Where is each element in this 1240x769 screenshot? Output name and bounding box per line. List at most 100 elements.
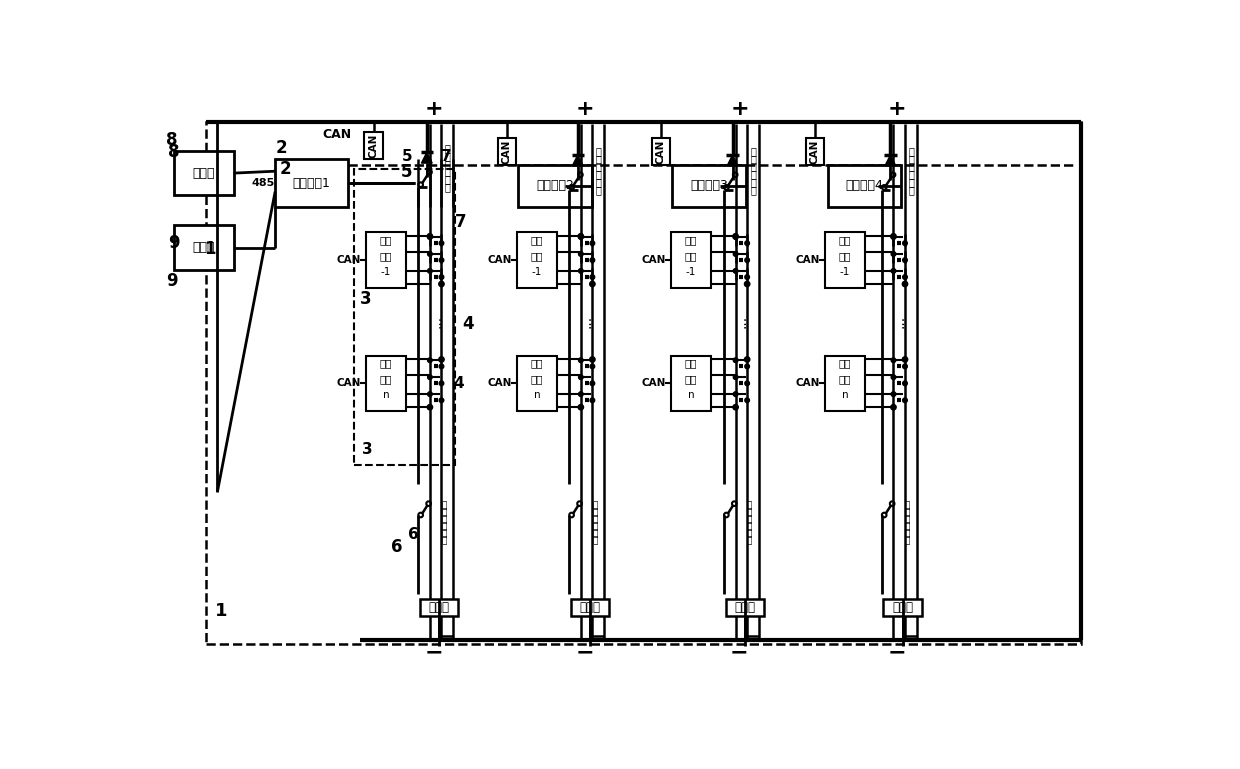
Circle shape	[579, 375, 583, 379]
Text: 负: 负	[441, 501, 446, 511]
Text: 正: 正	[750, 146, 756, 156]
Text: CAN: CAN	[487, 255, 512, 265]
Bar	[366, 355, 405, 411]
Text: 接: 接	[908, 154, 914, 164]
Bar	[174, 151, 233, 195]
Circle shape	[579, 235, 583, 239]
Text: +: +	[575, 99, 594, 119]
Text: −: −	[730, 642, 749, 662]
Circle shape	[428, 234, 433, 239]
Text: 模块: 模块	[379, 251, 392, 261]
Circle shape	[439, 258, 444, 262]
Text: 器: 器	[746, 522, 753, 531]
Text: 5: 5	[402, 148, 412, 164]
Text: 正: 正	[445, 144, 450, 154]
Circle shape	[733, 234, 738, 239]
Text: 模块: 模块	[684, 251, 697, 261]
Text: 采集: 采集	[531, 358, 543, 368]
Circle shape	[744, 357, 750, 362]
Text: 器: 器	[746, 536, 753, 545]
Circle shape	[733, 392, 738, 397]
Text: 电: 电	[908, 177, 914, 187]
Text: 分流器: 分流器	[579, 601, 600, 614]
Circle shape	[745, 381, 749, 385]
Text: CAN: CAN	[322, 128, 351, 141]
Text: 模块: 模块	[379, 375, 392, 384]
Text: 3: 3	[360, 291, 372, 308]
Text: n: n	[533, 390, 541, 400]
Circle shape	[903, 275, 908, 279]
Text: 接: 接	[750, 154, 756, 164]
Text: 主控模块1: 主控模块1	[293, 177, 331, 190]
Circle shape	[733, 375, 738, 379]
Bar	[671, 355, 711, 411]
Circle shape	[578, 404, 584, 410]
Text: ...: ...	[735, 315, 749, 328]
Circle shape	[892, 251, 895, 256]
Text: 触: 触	[908, 161, 914, 171]
Text: 9: 9	[167, 235, 180, 252]
Circle shape	[579, 358, 583, 362]
Text: 模块: 模块	[531, 251, 543, 261]
Text: 器: 器	[905, 536, 910, 545]
Text: 6: 6	[391, 538, 403, 556]
Text: 电: 电	[591, 529, 598, 538]
Text: 器: 器	[595, 185, 601, 195]
Text: CAN: CAN	[656, 139, 666, 164]
Circle shape	[590, 258, 595, 262]
Circle shape	[903, 241, 908, 245]
Circle shape	[579, 251, 583, 256]
Text: 触: 触	[746, 515, 753, 524]
Text: 1: 1	[203, 241, 216, 258]
Circle shape	[428, 268, 433, 273]
Bar	[828, 165, 901, 207]
Bar	[652, 138, 670, 165]
Circle shape	[578, 234, 584, 239]
Text: 1: 1	[215, 602, 227, 621]
Text: 电: 电	[445, 175, 450, 185]
Text: 触: 触	[595, 161, 601, 171]
Text: 模块: 模块	[838, 375, 851, 384]
Text: -1: -1	[839, 267, 851, 277]
Text: 电: 电	[905, 529, 910, 538]
Text: 接: 接	[441, 508, 446, 518]
Circle shape	[745, 364, 749, 368]
Circle shape	[439, 398, 444, 403]
Text: CAN: CAN	[642, 255, 666, 265]
Text: 采集: 采集	[531, 235, 543, 245]
Bar	[725, 599, 764, 616]
Bar	[517, 355, 557, 411]
Text: CAN: CAN	[810, 139, 820, 164]
Text: 5: 5	[401, 163, 412, 181]
Circle shape	[903, 398, 908, 403]
Bar	[570, 599, 609, 616]
Text: 主控模块3: 主控模块3	[691, 179, 728, 192]
Text: ...: ...	[893, 315, 906, 328]
Text: 模块: 模块	[838, 251, 851, 261]
Text: 负: 负	[746, 501, 753, 511]
Circle shape	[733, 268, 738, 273]
Text: 主控模块4: 主控模块4	[846, 179, 884, 192]
Circle shape	[428, 392, 433, 397]
Text: 主控模块2: 主控模块2	[536, 179, 574, 192]
Text: 电: 电	[750, 177, 756, 187]
Text: 电: 电	[441, 529, 446, 538]
Text: +: +	[424, 99, 443, 119]
Bar	[365, 132, 383, 159]
Circle shape	[428, 358, 433, 362]
Bar	[355, 168, 455, 465]
Circle shape	[892, 358, 895, 362]
Circle shape	[439, 364, 444, 368]
Text: n: n	[842, 390, 848, 400]
Circle shape	[439, 275, 444, 279]
Text: 采集: 采集	[684, 358, 697, 368]
Text: ...: ...	[580, 315, 594, 328]
Circle shape	[903, 381, 908, 385]
Bar	[517, 232, 557, 288]
Polygon shape	[885, 155, 895, 166]
Circle shape	[903, 357, 908, 362]
Text: −: −	[888, 642, 906, 662]
Bar	[825, 355, 866, 411]
Circle shape	[745, 398, 749, 403]
Text: 分流器: 分流器	[893, 601, 913, 614]
